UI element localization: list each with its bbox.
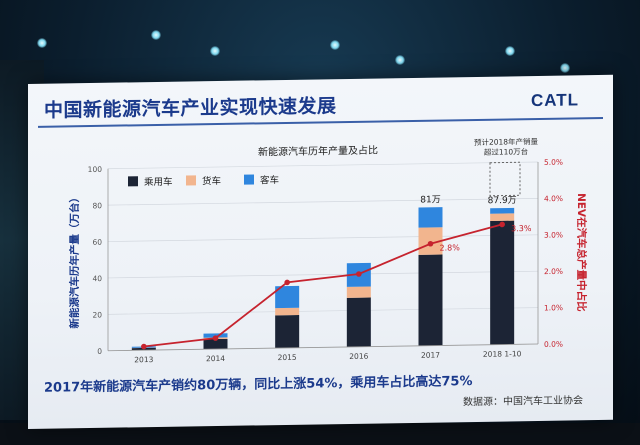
bar-total-label: 87.9万 — [488, 196, 517, 206]
x-tick-label: 2018 1-10 — [483, 349, 522, 359]
callout-line-1: 预计2018年产销量 — [474, 136, 539, 147]
y-tick-label: 0 — [97, 347, 102, 356]
x-tick-label: 2016 — [349, 352, 368, 361]
bar-segment — [346, 297, 371, 347]
gridline — [108, 307, 538, 315]
share-label: 3.3% — [511, 224, 532, 233]
bar-segment — [275, 314, 300, 349]
bar-segment — [418, 254, 443, 346]
y-tick-label: 60 — [92, 238, 102, 247]
share-point — [284, 279, 290, 286]
share-point — [141, 343, 147, 350]
stage-light — [151, 30, 161, 40]
bar-segment — [203, 338, 228, 350]
forecast-callout: 预计2018年产销量 超过110万台 — [474, 136, 539, 197]
bar-total-label: 81万 — [420, 195, 440, 205]
y2-tick-label: 2.0% — [544, 267, 563, 276]
y-tick-label: 80 — [92, 201, 102, 210]
gridline — [108, 161, 538, 170]
y-tick-label: 20 — [92, 310, 102, 319]
x-tick-label: 2017 — [421, 351, 440, 360]
legend-swatch — [128, 176, 138, 187]
share-point — [427, 240, 434, 247]
stage-floor — [0, 423, 640, 445]
y-tick-label: 100 — [88, 165, 103, 174]
presentation-slide: 中国新能源汽车产业实现快速发展 CATL 新能源汽车历年产量及占比 81万 87.… — [28, 74, 613, 429]
chart-title: 新能源汽车历年产量及占比 — [258, 144, 378, 159]
bar-segment — [490, 207, 515, 214]
y2-tick-label: 5.0% — [544, 158, 563, 167]
bar-segment — [490, 213, 515, 221]
bar-segment — [490, 220, 515, 345]
gridline — [108, 234, 538, 242]
stage-light — [37, 38, 47, 48]
stage-light — [330, 40, 340, 50]
x-tick-label: 2014 — [206, 354, 225, 363]
share-point — [356, 271, 362, 277]
callout-box — [489, 161, 521, 197]
callout-line-2: 超过110万台 — [484, 146, 528, 157]
production-chart: 新能源汽车历年产量及占比 81万 87.9万 2.8% 3.3% 0 20 40 60 80… — [68, 136, 588, 364]
stage-light — [560, 63, 570, 73]
x-tick-label: 2015 — [278, 353, 297, 362]
y2-axis-label: NEV在汽车总产量中占比 — [575, 193, 588, 312]
gridline — [108, 198, 538, 206]
x-axis-line — [108, 343, 538, 352]
stage-light — [505, 46, 515, 56]
y-tick-label: 40 — [92, 274, 102, 283]
bar-segment — [418, 207, 443, 228]
y2-tick-label: 3.0% — [544, 230, 563, 239]
y2-tick-label: 0.0% — [544, 340, 563, 349]
legend-label: 客车 — [260, 174, 279, 186]
legend-label: 乘用车 — [144, 176, 173, 188]
x-tick-label: 2013 — [134, 355, 153, 364]
share-point — [499, 221, 505, 228]
legend-swatch — [244, 174, 254, 185]
y2-tick-label: 4.0% — [544, 194, 563, 203]
legend-swatch — [186, 175, 196, 186]
bar-segment — [346, 286, 371, 298]
legend-label: 货车 — [202, 175, 221, 187]
source-note: 数据源：中国汽车工业协会 — [463, 395, 583, 409]
gridline — [108, 270, 538, 279]
bar-segment — [275, 307, 300, 316]
share-line — [143, 223, 503, 348]
y-axis-label: 新能源汽车历年产量（万台） — [68, 192, 81, 329]
share-label: 2.8% — [440, 243, 461, 252]
stage-light — [210, 46, 220, 56]
stage-light — [395, 55, 405, 65]
y2-tick-label: 1.0% — [544, 303, 563, 312]
share-point — [212, 335, 219, 341]
bar-segment — [275, 285, 300, 309]
